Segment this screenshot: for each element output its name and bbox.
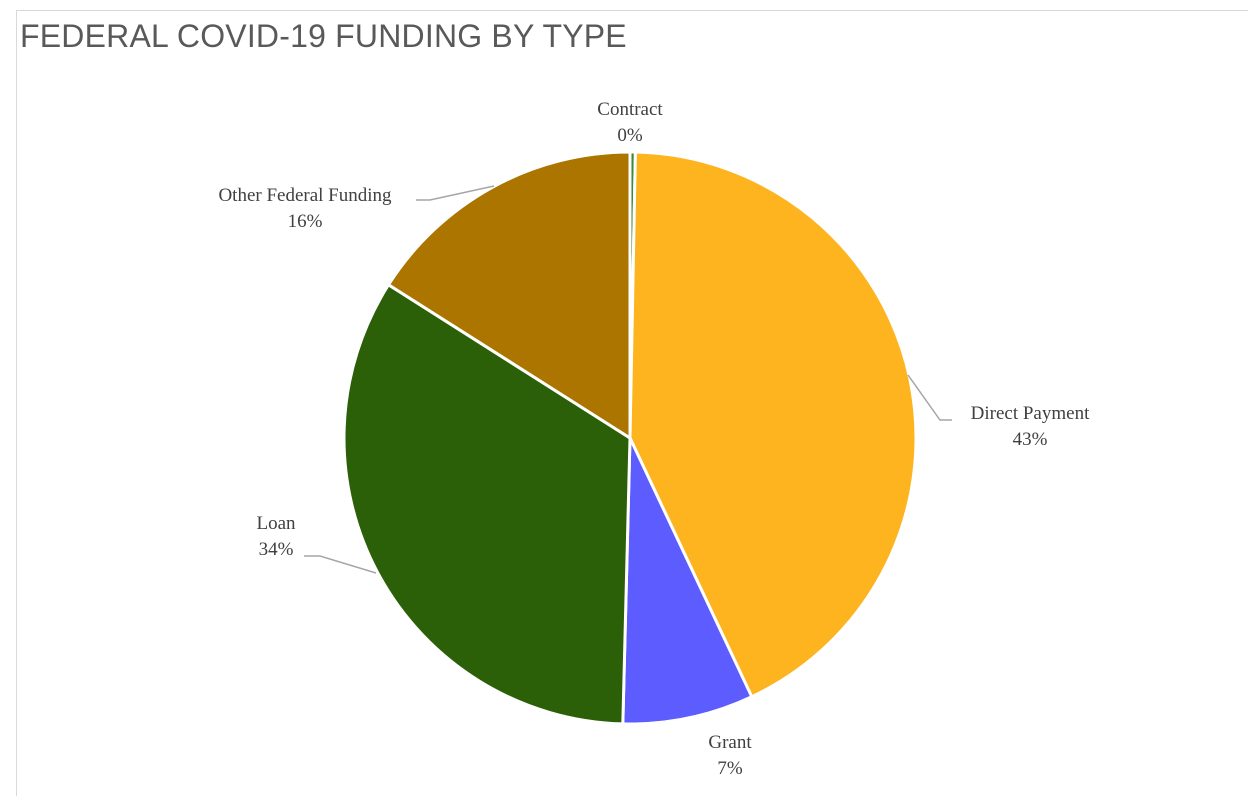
pie-slice-other-federal-funding (386, 150, 632, 441)
data-label-category-other-federal-funding: Other Federal Funding (218, 185, 392, 206)
data-label-percent-direct-payment: 43% (1013, 429, 1048, 450)
leader-line-other-federal-funding (416, 185, 495, 201)
data-label-percent-loan: 34% (259, 539, 294, 560)
leader-line-loan (304, 555, 377, 574)
data-label-category-grant: Grant (708, 732, 752, 753)
pie-slice-grant (621, 437, 754, 726)
chart-title: FEDERAL COVID-19 FUNDING BY TYPE (20, 18, 627, 54)
data-label-category-contract: Contract (597, 99, 663, 120)
data-label-percent-other-federal-funding: 16% (288, 211, 323, 232)
data-label-percent-grant: 7% (717, 758, 743, 779)
pie-slice-loan (342, 282, 632, 726)
leader-line-direct-payment (907, 374, 952, 421)
data-label-category-direct-payment: Direct Payment (971, 403, 1090, 424)
data-label-percent-contract: 0% (617, 125, 643, 146)
data-label-category-loan: Loan (256, 513, 296, 534)
